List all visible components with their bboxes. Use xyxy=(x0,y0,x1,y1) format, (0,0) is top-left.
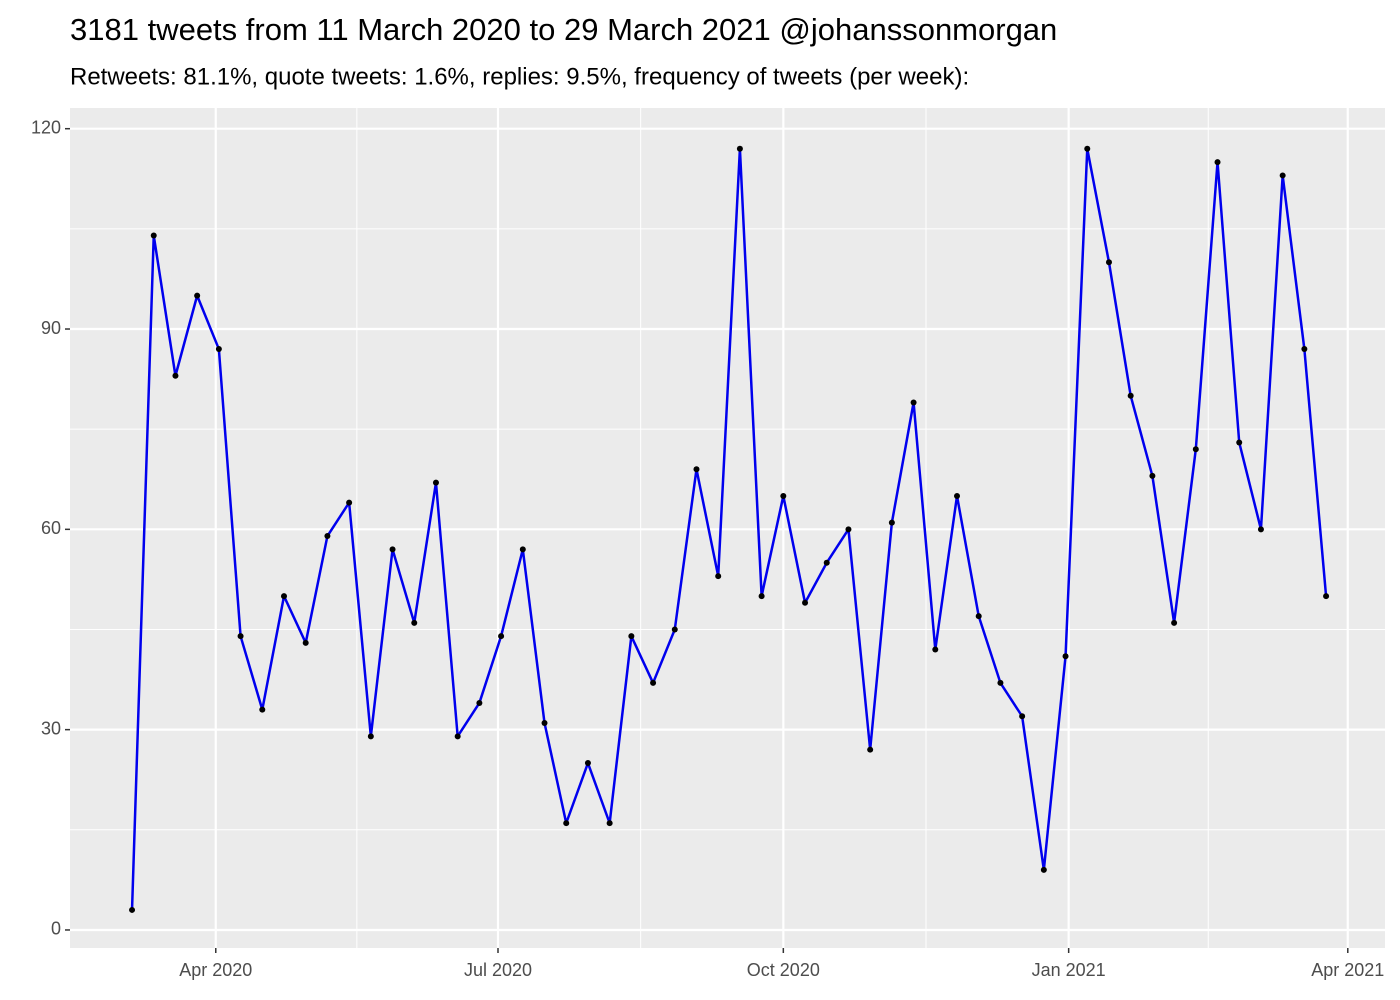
point xyxy=(823,559,830,566)
point xyxy=(1105,259,1112,266)
point xyxy=(1323,593,1330,600)
point xyxy=(367,733,374,740)
point xyxy=(237,633,244,640)
point xyxy=(628,633,635,640)
chart-subtitle: Retweets: 81.1%, quote tweets: 1.6%, rep… xyxy=(70,63,969,90)
point xyxy=(454,733,461,740)
x-tick-label: Jul 2020 xyxy=(464,960,532,980)
point xyxy=(867,746,874,753)
point xyxy=(1149,472,1156,479)
point xyxy=(476,699,483,706)
point xyxy=(715,573,722,580)
point xyxy=(1236,439,1243,446)
point xyxy=(389,546,396,553)
point xyxy=(888,519,895,526)
point xyxy=(1062,653,1069,660)
point xyxy=(1301,346,1308,353)
y-tick-label: 30 xyxy=(41,718,61,738)
point xyxy=(1040,866,1047,873)
point xyxy=(975,613,982,620)
point xyxy=(910,399,917,406)
point xyxy=(498,633,505,640)
chart-title: 3181 tweets from 11 March 2020 to 29 Mar… xyxy=(70,12,1057,47)
panel xyxy=(70,108,1385,948)
point xyxy=(650,679,657,686)
point xyxy=(194,292,201,299)
point xyxy=(259,706,266,713)
point xyxy=(129,906,136,913)
x-tick-label: Apr 2020 xyxy=(179,960,252,980)
point xyxy=(954,492,961,499)
point xyxy=(845,526,852,533)
point xyxy=(584,760,591,767)
point xyxy=(563,820,570,827)
point xyxy=(758,593,765,600)
point xyxy=(606,820,613,827)
point xyxy=(519,546,526,553)
y-tick-label: 90 xyxy=(41,318,61,338)
point xyxy=(802,599,809,606)
point xyxy=(997,679,1004,686)
point xyxy=(1192,446,1199,453)
point xyxy=(671,626,678,633)
point xyxy=(1127,392,1134,399)
y-tick-label: 120 xyxy=(31,117,61,137)
point xyxy=(693,466,700,473)
series-line xyxy=(130,147,1328,910)
x-tick-label: Oct 2020 xyxy=(747,960,820,980)
point xyxy=(1279,172,1286,179)
point xyxy=(324,533,331,540)
x-tick-label: Apr 2021 xyxy=(1311,960,1384,980)
point xyxy=(541,719,548,726)
point xyxy=(1171,619,1178,626)
x-tick-label: Jan 2021 xyxy=(1032,960,1106,980)
point xyxy=(1257,526,1264,533)
point xyxy=(411,619,418,626)
y-tick-label: 0 xyxy=(51,919,61,939)
point xyxy=(1019,713,1026,720)
point xyxy=(215,346,222,353)
point xyxy=(150,232,157,239)
point xyxy=(346,499,353,506)
point xyxy=(302,639,309,646)
point xyxy=(780,492,787,499)
point xyxy=(1084,145,1091,152)
y-tick-label: 60 xyxy=(41,518,61,538)
point xyxy=(172,372,179,379)
point xyxy=(932,646,939,653)
point xyxy=(736,145,743,152)
point xyxy=(432,479,439,486)
point xyxy=(280,593,287,600)
point xyxy=(1214,159,1221,166)
